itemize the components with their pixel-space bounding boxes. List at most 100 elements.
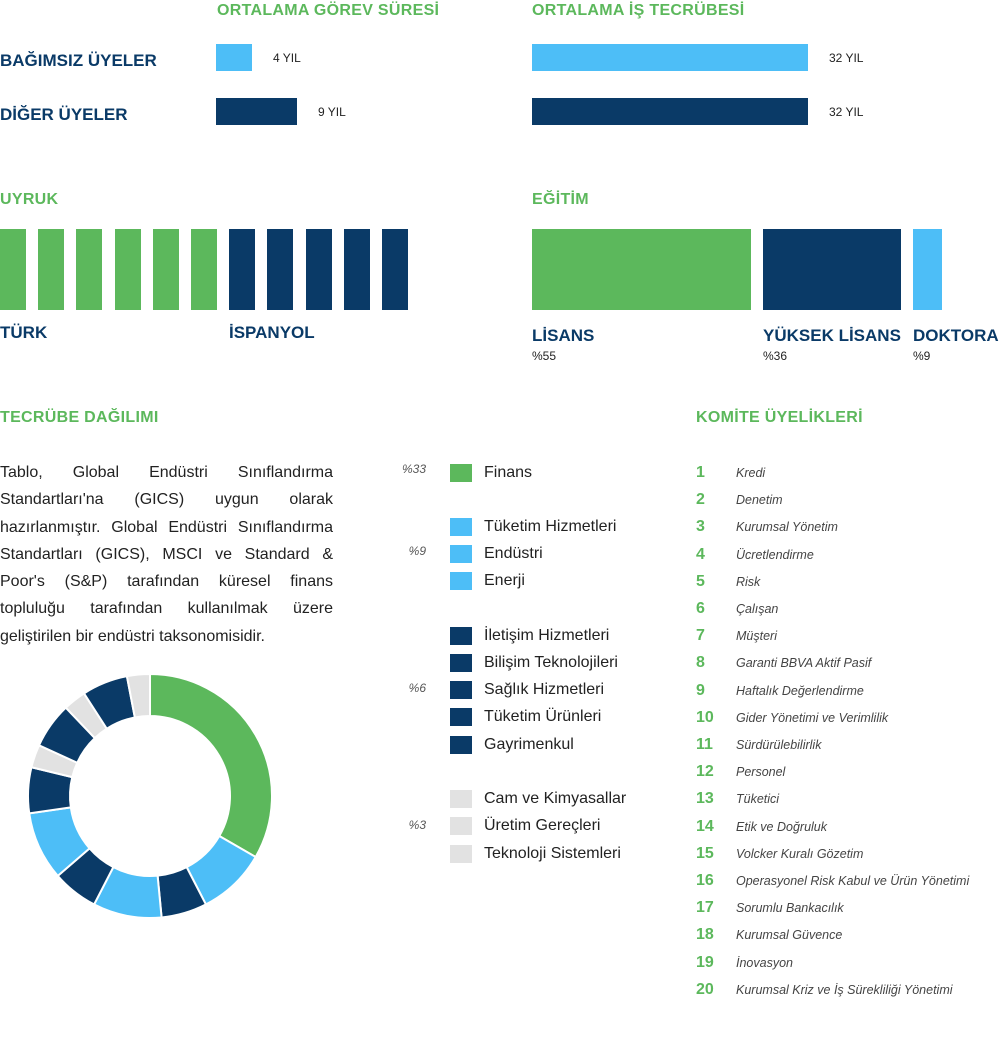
committee-item: 16 Operasyonel Risk Kabul ve Ürün Yönetim…: [696, 870, 969, 892]
legend-item: Finans: [450, 463, 532, 483]
committee-label: Etik ve Doğruluk: [736, 819, 828, 834]
committee-label: İnovasyon: [736, 955, 793, 970]
legend-label: Enerji: [484, 572, 525, 589]
committee-item: 5 Risk: [696, 571, 760, 593]
legend-item: Tüketim Hizmetleri: [450, 517, 616, 537]
legend-item: Bilişim Teknolojileri: [450, 653, 618, 673]
committee-number: 9: [696, 681, 705, 699]
nationality-title: UYRUK: [0, 191, 59, 208]
nationality-bar: [343, 229, 370, 310]
nationality-bar: [152, 229, 179, 310]
legend-swatch: [450, 518, 472, 536]
committee-label: Sorumlu Bankacılık: [736, 901, 844, 916]
committee-item: 6 Çalışan: [696, 598, 778, 620]
education-title: EĞİTİM: [532, 191, 589, 208]
donut-slice: [149, 672, 273, 859]
other-members-label: DİĞER ÜYELER: [0, 105, 128, 124]
education-pct-phd: %9: [913, 349, 931, 363]
legend-item: Endüstri: [450, 544, 543, 564]
committee-number: 4: [696, 545, 705, 563]
committee-label: Denetim: [736, 493, 783, 508]
education-pct-master: %36: [763, 349, 788, 363]
committee-number: 2: [696, 491, 705, 509]
committee-label: Kurumsal Güvence: [736, 928, 843, 943]
legend-item: Cam ve Kimyasallar: [450, 789, 626, 809]
committee-number: 15: [696, 844, 714, 862]
pct-label-9: %9: [408, 544, 426, 558]
committee-label: Personel: [736, 765, 786, 780]
nationality-bar: [76, 229, 103, 310]
experience-donut-chart: [27, 672, 273, 919]
committee-number: 6: [696, 600, 705, 617]
committee-number: 18: [696, 926, 714, 944]
legend-swatch: [450, 681, 472, 699]
committee-label: Kredi: [736, 466, 766, 480]
committee-item: 10 Gider Yönetimi ve Verimlilik: [696, 707, 888, 729]
committee-item: 20 Kurumsal Kriz ve İş Sürekliliği Yöneti…: [696, 979, 953, 1001]
committee-number: 20: [696, 980, 714, 998]
committee-item: 12 Personel: [696, 761, 785, 783]
committee-label: Haftalık Değerlendirme: [736, 683, 864, 698]
tenure-title: ORTALAMA GÖREV SÜRESİ: [217, 2, 440, 19]
legend-swatch: [450, 654, 472, 672]
legend-label: Tüketim Ürünleri: [484, 708, 602, 725]
committee-number: 5: [696, 572, 705, 590]
education-label-master: YÜKSEK LİSANS: [763, 326, 901, 345]
experience-title: ORTALAMA İŞ TECRÜBESİ: [532, 2, 745, 19]
legend-swatch: [450, 464, 472, 482]
committee-number: 8: [696, 654, 705, 672]
experience-dist-title: TECRÜBE DAĞILIMI: [0, 409, 159, 426]
tenure-value-other: 9 YIL: [318, 105, 346, 119]
committee-number: 13: [696, 790, 714, 808]
legend-label: Tüketim Hizmetleri: [484, 518, 617, 535]
legend-label: Sağlık Hizmetleri: [484, 681, 605, 698]
legend-label: Üretim Gereçleri: [484, 817, 601, 834]
committee-item: 17 Sorumlu Bankacılık: [696, 897, 844, 919]
legend-item: Üretim Gereçleri: [450, 816, 600, 836]
legend-label: Teknoloji Sistemleri: [484, 845, 621, 862]
experience-value-independent: 32 YIL: [829, 51, 864, 65]
education-label-phd: DOKTORA: [913, 326, 999, 345]
legend-item: Tüketim Ürünleri: [450, 707, 601, 727]
experience-value-other: 32 YIL: [829, 105, 864, 119]
committee-item: 7 Müşteri: [696, 625, 777, 647]
committee-item: 2 Denetim: [696, 489, 783, 511]
education-pct-bachelor: %55: [532, 349, 557, 363]
nationality-bar: [267, 229, 294, 310]
legend-swatch: [450, 572, 472, 590]
legend-swatch: [450, 790, 472, 808]
committee-item: 18 Kurumsal Güvence: [696, 924, 842, 946]
nationality-label-spanish: İSPANYOL: [229, 323, 315, 342]
tenure-bar-other: [216, 98, 297, 125]
education-label-bachelor: LİSANS: [532, 326, 595, 345]
committee-number: 3: [696, 518, 705, 536]
committees-title: KOMİTE ÜYELİKLERİ: [696, 409, 863, 426]
legend-label: İletişim Hizmetleri: [484, 627, 610, 644]
education-bar-master: [763, 229, 901, 310]
legend-swatch: [450, 817, 472, 835]
experience-bar-other: [532, 98, 808, 125]
donut-slice: [125, 672, 151, 719]
legend-label: Bilişim Teknolojileri: [484, 654, 618, 671]
committee-item: 1 Kredi: [696, 462, 765, 484]
committee-label: Müşteri: [736, 629, 777, 644]
committee-item: 19 İnovasyon: [696, 952, 793, 974]
committee-item: 15 Volcker Kuralı Gözetim: [696, 843, 863, 865]
pct-label-3: %3: [408, 818, 426, 832]
nationality-bar: [191, 229, 217, 310]
legend-swatch: [450, 627, 472, 645]
experience-bar-independent: [532, 44, 808, 71]
legend-label: Endüstri: [484, 545, 543, 562]
committee-number: 12: [696, 763, 714, 781]
pct-label-6: %6: [408, 681, 426, 695]
nationality-bar: [114, 229, 141, 310]
nationality-label-turkish: TÜRK: [0, 323, 48, 342]
legend-label: Finans: [484, 464, 533, 481]
committee-label: Tüketici: [736, 792, 780, 807]
committee-label: Risk: [736, 574, 761, 589]
committee-number: 19: [696, 953, 714, 971]
legend-swatch: [450, 545, 472, 563]
legend-swatch: [450, 736, 472, 754]
independent-members-label: BAĞIMSIZ ÜYELER: [0, 51, 157, 70]
committee-label: Volcker Kuralı Gözetim: [736, 846, 864, 861]
